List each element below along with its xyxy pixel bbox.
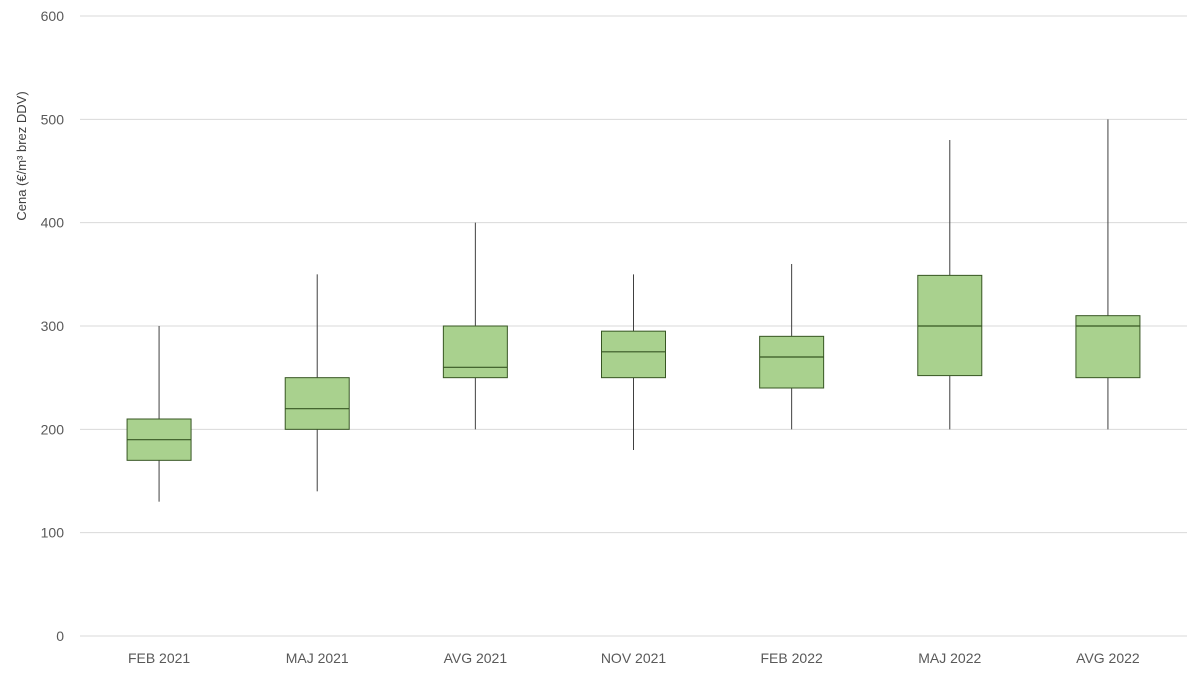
y-tick-label: 100	[41, 525, 65, 541]
interquartile-box	[759, 335, 825, 389]
box-5	[759, 264, 825, 430]
y-axis-tick-labels: 0 100 200 300 400 500 600	[41, 8, 65, 644]
box-6	[917, 140, 983, 430]
x-axis-tick-labels: FEB 2021 MAJ 2021 AVG 2021 NOV 2021 FEB 2022…	[128, 650, 1140, 666]
x-tick-label: MAJ 2022	[918, 650, 981, 666]
y-axis-title: Cena (€/m³ brez DDV)	[14, 91, 29, 220]
x-tick-label: FEB 2022	[761, 650, 823, 666]
y-tick-label: 600	[41, 8, 65, 24]
box-7	[1075, 119, 1141, 430]
y-tick-label: 500	[41, 111, 65, 127]
x-tick-label: FEB 2021	[128, 650, 190, 666]
y-tick-label: 0	[56, 628, 64, 644]
interquartile-box	[442, 325, 508, 379]
box-2	[284, 274, 350, 492]
x-tick-label: NOV 2021	[601, 650, 667, 666]
x-tick-label: AVG 2021	[444, 650, 508, 666]
box-4	[601, 274, 666, 450]
y-tick-label: 300	[41, 318, 65, 334]
y-tick-label: 200	[41, 421, 65, 437]
x-tick-label: MAJ 2021	[286, 650, 349, 666]
box-1	[126, 326, 192, 502]
box-3	[442, 222, 508, 430]
interquartile-box	[601, 330, 666, 379]
interquartile-box	[284, 377, 350, 430]
boxes	[126, 119, 1141, 502]
y-tick-label: 400	[41, 215, 65, 231]
x-tick-label: AVG 2022	[1076, 650, 1140, 666]
interquartile-box	[1075, 315, 1141, 379]
